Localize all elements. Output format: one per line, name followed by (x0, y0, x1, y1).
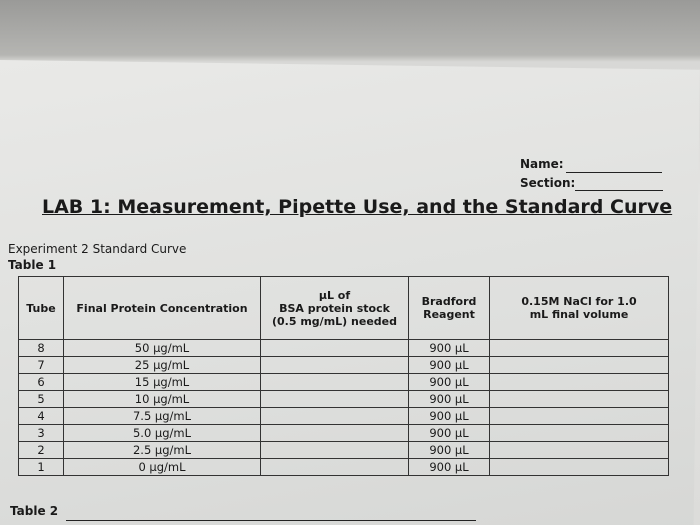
table-cell: 15 µg/mL (63, 373, 261, 391)
header-line: Tube (26, 301, 56, 315)
table-cell: 7.5 µg/mL (63, 407, 261, 425)
title: LAB 1: Measurement, Pipette Use, and the… (42, 196, 673, 218)
table-cell (260, 407, 409, 425)
table-cell: 900 µL (408, 407, 490, 425)
table-cell (260, 458, 409, 476)
table-cell: 25 µg/mL (63, 356, 261, 374)
table-row: 2 2.5 µg/mL 900 µL (18, 441, 669, 459)
column-header: Tube (18, 276, 64, 340)
table-cell: 900 µL (408, 458, 490, 476)
table-row: 5 10 µg/mL 900 µL (18, 390, 669, 408)
header-row: Tube Final Protein Concentration µL of BSA … (18, 276, 669, 340)
table-cell (489, 339, 669, 357)
header-line: (0.5 mg/mL) needed (272, 314, 397, 328)
table-cell: 900 µL (408, 424, 490, 442)
header-line: mL final volume (529, 308, 629, 321)
header-line: Reagent (423, 308, 475, 321)
table-cell (260, 390, 409, 408)
table-row: 6 15 µg/mL 900 µL (18, 373, 669, 391)
table-cell (489, 458, 669, 476)
table-cell: 10 µg/mL (63, 390, 261, 408)
table-cell: 6 (18, 373, 64, 391)
table-cell: 900 µL (408, 390, 490, 408)
table-row: 8 50 µg/mL 900 µL (18, 339, 669, 357)
header-line: µL of (318, 288, 351, 302)
table-cell (489, 390, 669, 408)
table-cell: 1 (18, 458, 64, 476)
table-cell: 900 µL (408, 373, 490, 391)
table-cell (489, 424, 669, 442)
table-row: 4 7.5 µg/mL 900 µL (18, 407, 669, 425)
table-cell: 4 (18, 407, 64, 425)
table: Tube Final Protein Concentration µL of BSA … (18, 276, 669, 476)
table-row: 7 25 µg/mL 900 µL (18, 356, 669, 374)
column-header: Bradford Reagent (408, 276, 490, 340)
name-label: Name: (520, 157, 564, 171)
header-line: 0.15M NaCl for 1.0 (521, 295, 637, 308)
table2-edge (66, 520, 476, 521)
table-cell: 0 µg/mL (63, 458, 261, 476)
table-cell: 50 µg/mL (63, 339, 261, 357)
table-cell (489, 407, 669, 425)
table-cell (260, 441, 409, 459)
table-cell: 3 (18, 424, 64, 442)
section-label: Section: (520, 176, 576, 190)
table-cell (489, 356, 669, 374)
table-cell: 900 µL (408, 339, 490, 357)
name-line (566, 172, 662, 173)
table-cell (260, 339, 409, 357)
table-cell: 2 (18, 441, 64, 459)
table-cell: 5.0 µg/mL (63, 424, 261, 442)
table-cell (260, 424, 409, 442)
table-cell: 5 (18, 390, 64, 408)
table-row: 3 5.0 µg/mL 900 µL (18, 424, 669, 442)
header-line: BSA protein stock (279, 301, 390, 315)
section-line (575, 190, 663, 191)
table-cell: 900 µL (408, 441, 490, 459)
column-header: 0.15M NaCl for 1.0 mL final volume (489, 276, 669, 340)
table-cell (489, 441, 669, 459)
table-cell (489, 373, 669, 391)
table-cell: 8 (18, 339, 64, 357)
table-cell (260, 356, 409, 374)
table-cell: 900 µL (408, 356, 490, 374)
column-header: Final Protein Concentration (63, 276, 261, 340)
table-cell: 7 (18, 356, 64, 374)
experiment-label: Experiment 2 Standard Curve (8, 242, 187, 256)
table-cell: 2.5 µg/mL (63, 441, 261, 459)
header-line: Bradford (421, 295, 477, 308)
column-header: µL of BSA protein stock (0.5 mg/mL) needed (260, 276, 409, 340)
table-cell (260, 373, 409, 391)
header-line: Final Protein Concentration (76, 301, 248, 315)
table2-caption: Table 2 (10, 504, 59, 518)
table-caption: Table 1 (8, 258, 57, 272)
